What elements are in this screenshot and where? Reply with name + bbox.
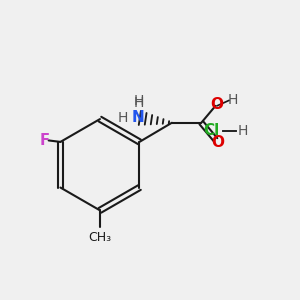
Text: H: H [118,110,128,124]
Text: Cl: Cl [204,123,220,138]
Text: N: N [132,110,145,125]
Text: F: F [40,133,50,148]
Text: H: H [228,93,238,107]
Text: H: H [238,124,248,138]
Text: H: H [133,94,144,108]
Text: H: H [133,96,144,110]
Text: O: O [211,98,224,112]
Text: O: O [212,134,224,149]
Text: CH₃: CH₃ [88,231,112,244]
